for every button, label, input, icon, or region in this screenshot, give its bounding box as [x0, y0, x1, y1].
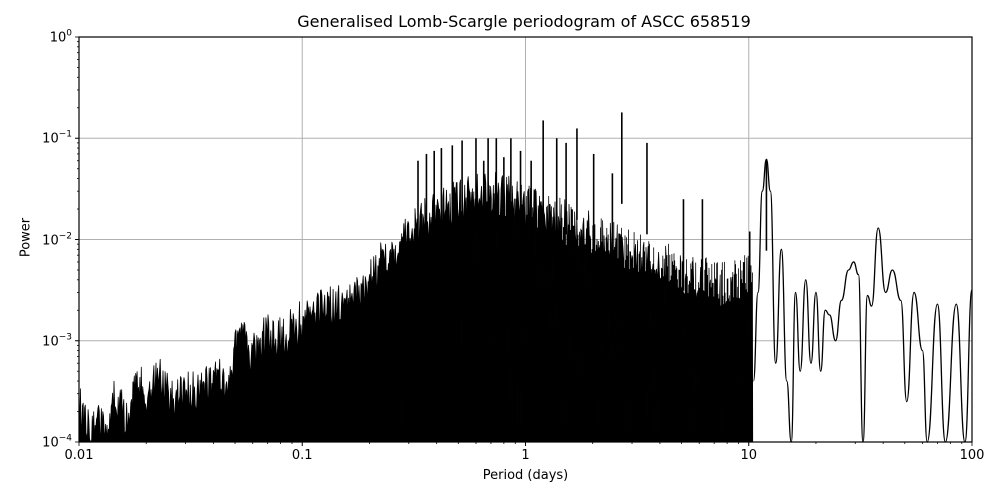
x-tick-label: 0.01: [64, 448, 94, 463]
x-tick-label: 100: [959, 448, 985, 463]
x-tick-label: 10: [740, 448, 758, 463]
periodogram-curve: [752, 158, 973, 443]
x-tick-label: 0.1: [291, 448, 313, 463]
y-tick-label: 10−3: [42, 332, 72, 350]
y-tick-label: 100: [49, 28, 72, 46]
y-axis-label: Power: [18, 217, 34, 258]
periodogram-fill: [78, 112, 768, 443]
y-tick-label: 10−1: [42, 129, 72, 147]
y-tick-label: 10−4: [42, 433, 72, 451]
chart-title: Generalised Lomb-Scargle periodogram of …: [297, 12, 751, 31]
y-tick-label: 10−2: [42, 231, 72, 248]
x-axis-label: Period (days): [482, 468, 569, 483]
axis-ticks: [75, 36, 973, 446]
x-tick-label: 1: [521, 448, 530, 463]
